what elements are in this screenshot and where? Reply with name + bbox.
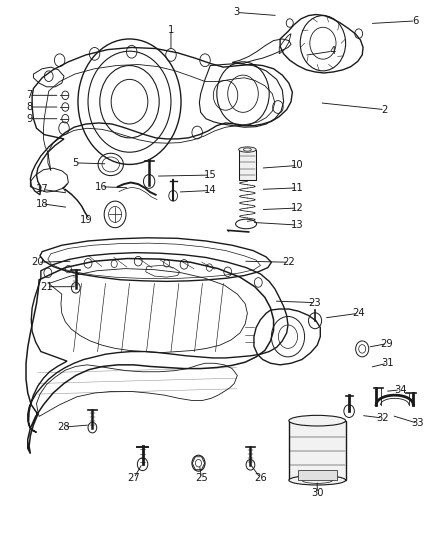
Text: 13: 13 bbox=[291, 220, 304, 230]
Text: 19: 19 bbox=[79, 215, 92, 225]
Bar bbox=[289, 421, 346, 480]
Ellipse shape bbox=[239, 147, 256, 152]
Text: 1: 1 bbox=[168, 25, 174, 35]
Text: 15: 15 bbox=[204, 170, 217, 180]
Text: 29: 29 bbox=[381, 338, 393, 349]
Text: 32: 32 bbox=[376, 413, 389, 423]
Text: 20: 20 bbox=[32, 257, 44, 267]
Text: 7: 7 bbox=[26, 90, 32, 100]
Bar bbox=[239, 150, 256, 180]
Text: 24: 24 bbox=[353, 308, 365, 318]
Text: 4: 4 bbox=[329, 46, 336, 56]
Text: 34: 34 bbox=[394, 385, 406, 395]
Text: 27: 27 bbox=[127, 473, 140, 483]
Ellipse shape bbox=[289, 475, 346, 485]
Text: 5: 5 bbox=[72, 158, 78, 168]
Text: 26: 26 bbox=[254, 473, 267, 483]
Text: 9: 9 bbox=[26, 114, 32, 124]
Text: 14: 14 bbox=[204, 185, 216, 196]
Text: 31: 31 bbox=[381, 358, 393, 368]
Text: 22: 22 bbox=[283, 257, 295, 267]
Text: 28: 28 bbox=[58, 422, 71, 432]
Text: 12: 12 bbox=[291, 203, 304, 213]
Text: 16: 16 bbox=[95, 182, 107, 192]
Text: 11: 11 bbox=[291, 183, 304, 193]
Text: 33: 33 bbox=[411, 418, 424, 429]
Text: 17: 17 bbox=[36, 184, 49, 195]
Text: 2: 2 bbox=[382, 104, 388, 115]
Text: 30: 30 bbox=[311, 489, 324, 498]
Bar bbox=[297, 470, 337, 480]
Text: 25: 25 bbox=[195, 473, 208, 483]
Text: 3: 3 bbox=[233, 7, 240, 18]
Text: 18: 18 bbox=[36, 199, 49, 209]
Text: 23: 23 bbox=[309, 297, 321, 308]
Text: 6: 6 bbox=[412, 16, 419, 26]
Text: 21: 21 bbox=[40, 282, 53, 292]
Ellipse shape bbox=[289, 415, 346, 426]
Text: 10: 10 bbox=[291, 160, 304, 171]
Text: 8: 8 bbox=[26, 102, 32, 112]
